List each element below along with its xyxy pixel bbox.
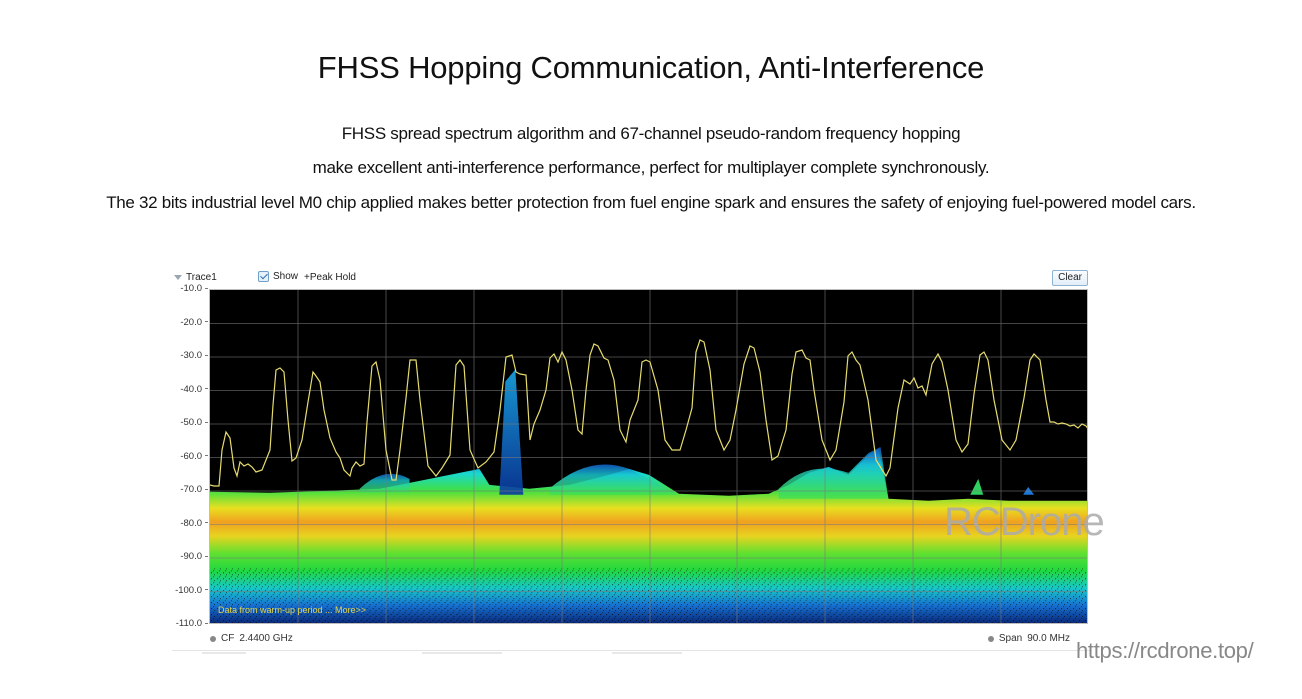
analyzer-toolbar: Trace1 Show +Peak Hold Clear (172, 270, 1092, 288)
cf-knob-icon (210, 635, 216, 642)
span-value: 90.0 MHz (1027, 633, 1070, 644)
description-line-3: The 32 bits industrial level M0 chip app… (106, 193, 1196, 212)
span-label: Span (998, 633, 1023, 644)
description-line-2: make excellent anti-interference perform… (312, 158, 990, 177)
y-tick: -80.0 (180, 518, 208, 529)
center-frequency[interactable]: CF 2.4400 GHz (210, 633, 293, 644)
cf-value: 2.4400 GHz (239, 633, 293, 644)
show-checkbox[interactable] (258, 271, 269, 282)
panel-tab-stub (612, 652, 682, 654)
y-tick: -70.0 (180, 484, 208, 495)
y-tick: -50.0 (180, 417, 208, 428)
peak-hold-toggle[interactable]: +Peak Hold (304, 272, 356, 283)
spectrum-analyzer-panel: Trace1 Show +Peak Hold Clear -10.0 -20.0… (172, 266, 1092, 658)
page-title: FHSS Hopping Communication, Anti-Interfe… (317, 50, 985, 85)
span-knob-icon (987, 635, 994, 642)
show-toggle[interactable]: Show (258, 271, 298, 282)
panel-tab-stub (422, 652, 502, 654)
site-url: https://rcdrone.top/ (1076, 638, 1254, 663)
panel-tab-stub (202, 652, 246, 654)
waterfall-density (210, 369, 1087, 623)
y-tick: -90.0 (180, 551, 208, 562)
analyzer-statusbar: CF 2.4400 GHz Span 90.0 MHz (172, 628, 1092, 648)
frequency-span[interactable]: Span 90.0 MHz (987, 633, 1070, 644)
warmup-notice-link[interactable]: Data from warm-up period ... More>> (218, 605, 367, 615)
description-line-1: FHSS spread spectrum algorithm and 67-ch… (341, 124, 961, 143)
trace-label: Trace1 (186, 272, 217, 283)
watermark-text: RCDrone (944, 500, 1105, 544)
y-tick: -30.0 (180, 350, 208, 361)
spectrum-plot[interactable]: Data from warm-up period ... More>> (209, 289, 1088, 624)
trace-selector[interactable]: Trace1 (174, 272, 217, 283)
panel-divider (172, 650, 1092, 651)
y-tick: -10.0 (180, 283, 208, 294)
show-label: Show (273, 271, 299, 282)
y-tick: -110.0 (176, 618, 208, 629)
y-tick: -60.0 (180, 451, 208, 462)
y-tick: -100.0 (175, 585, 208, 596)
y-tick: -40.0 (180, 384, 208, 395)
cf-label: CF (221, 633, 235, 644)
clear-button[interactable]: Clear (1052, 270, 1088, 286)
peak-hold-trace (210, 339, 1087, 487)
y-tick: -20.0 (180, 317, 208, 328)
y-axis: -10.0 -20.0 -30.0 -40.0 -50.0 -60.0 -70.… (172, 283, 208, 629)
collapse-triangle-icon (174, 275, 182, 280)
grid-lines (210, 290, 1087, 623)
